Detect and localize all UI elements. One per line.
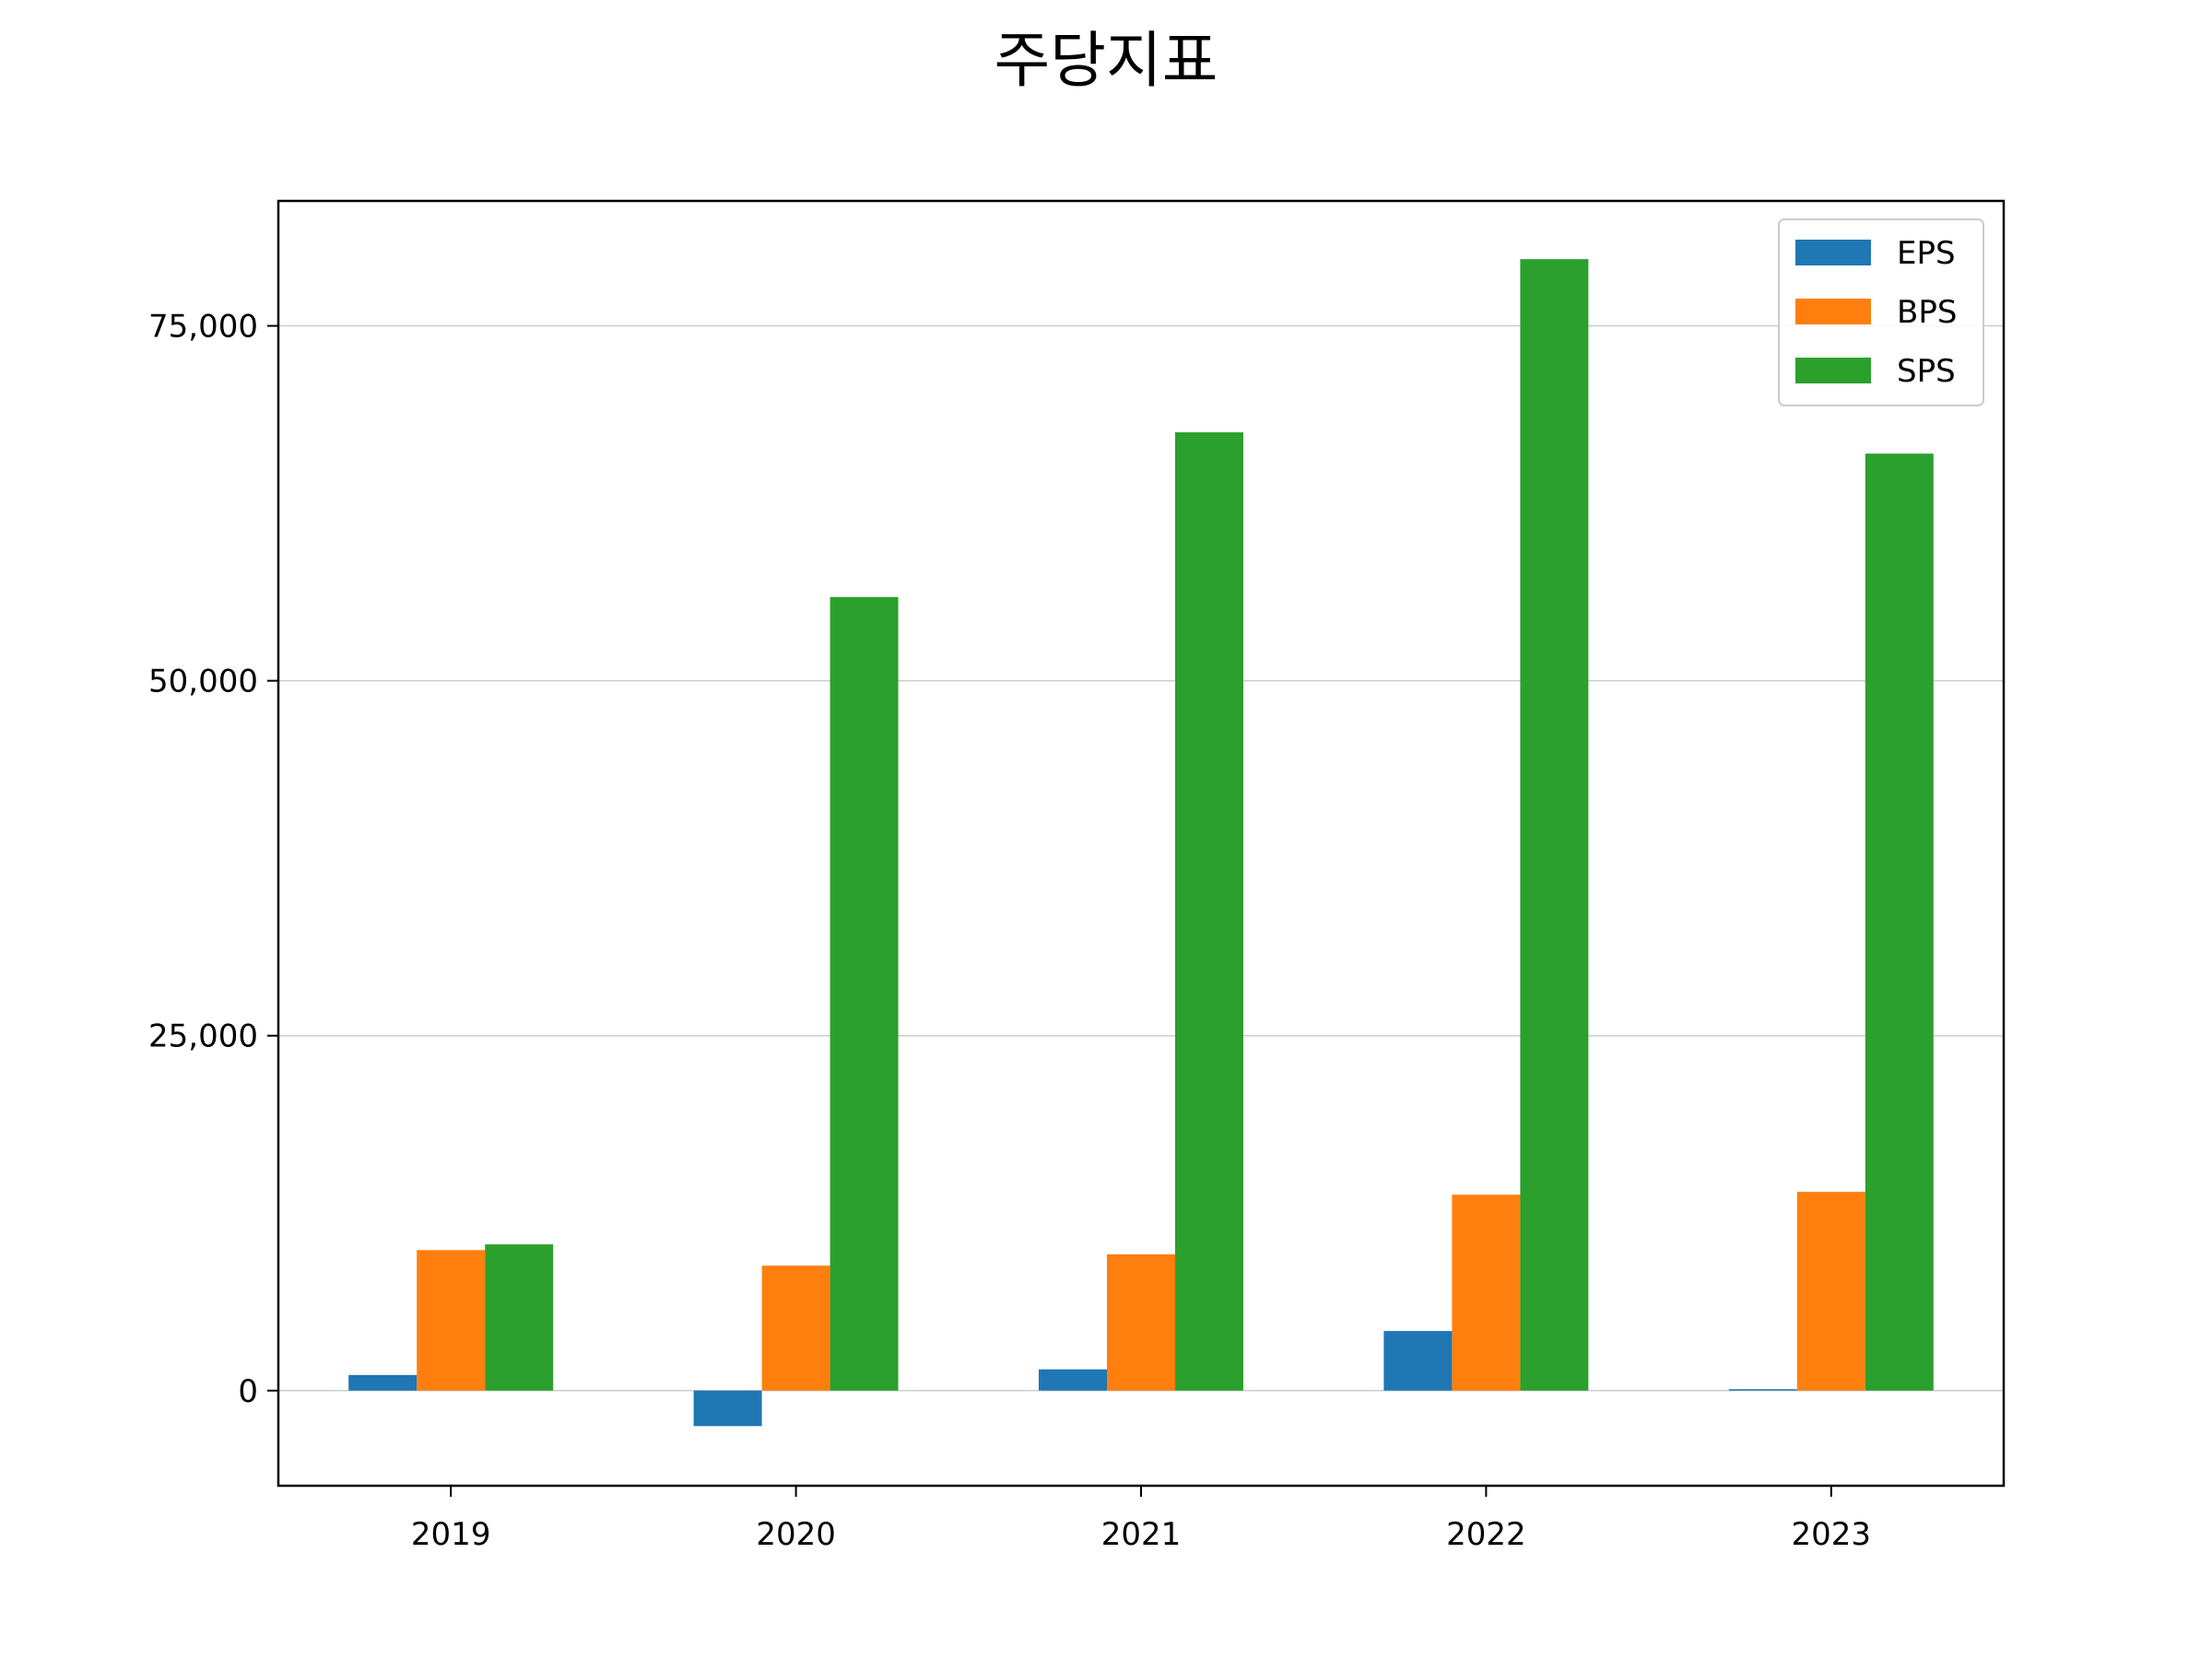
- bar-eps-2019: [348, 1374, 418, 1391]
- y-tick-label: 50,000: [148, 664, 258, 700]
- bar-bps-2022: [1452, 1194, 1521, 1391]
- bar-sps-2021: [1175, 432, 1243, 1391]
- legend: EPS BPS SPS: [1778, 218, 1984, 406]
- bar-sps-2019: [485, 1244, 554, 1391]
- bar-sps-2023: [1865, 453, 1934, 1391]
- legend-swatch-sps: [1795, 358, 1871, 383]
- legend-label-bps: BPS: [1897, 294, 1957, 331]
- legend-label-eps: EPS: [1897, 235, 1956, 272]
- chart-title: 주당지표: [994, 25, 1218, 96]
- x-tick-label: 2022: [1446, 1516, 1526, 1553]
- x-axis: 2019 2020 2021 2022 2023: [411, 1486, 1871, 1553]
- x-tick-label: 2020: [756, 1516, 836, 1553]
- bar-bps-2021: [1107, 1253, 1175, 1391]
- y-tick-label: 75,000: [148, 309, 258, 346]
- bar-eps-2022: [1383, 1331, 1453, 1391]
- legend-label-sps: SPS: [1897, 353, 1956, 390]
- bar-eps-2021: [1039, 1369, 1107, 1391]
- grid-lines: [278, 324, 2004, 1392]
- x-tick-label: 2023: [1792, 1516, 1872, 1553]
- bar-eps-2023: [1728, 1389, 1797, 1391]
- bar-bps-2020: [761, 1265, 830, 1391]
- bar-eps-2020: [693, 1390, 762, 1427]
- bar-bps-2023: [1796, 1192, 1865, 1391]
- x-tick-label: 2021: [1101, 1516, 1182, 1553]
- legend-swatch-bps: [1795, 299, 1871, 324]
- bar-bps-2019: [417, 1250, 486, 1391]
- bars: [348, 259, 1934, 1427]
- x-tick-label: 2019: [411, 1516, 491, 1553]
- y-axis: 0 25,000 50,000 75,000: [148, 309, 278, 1410]
- bar-sps-2022: [1520, 259, 1589, 1391]
- y-tick-label: 0: [238, 1373, 258, 1410]
- legend-swatch-eps: [1795, 240, 1871, 265]
- y-tick-label: 25,000: [148, 1018, 258, 1055]
- bar-sps-2020: [830, 596, 899, 1391]
